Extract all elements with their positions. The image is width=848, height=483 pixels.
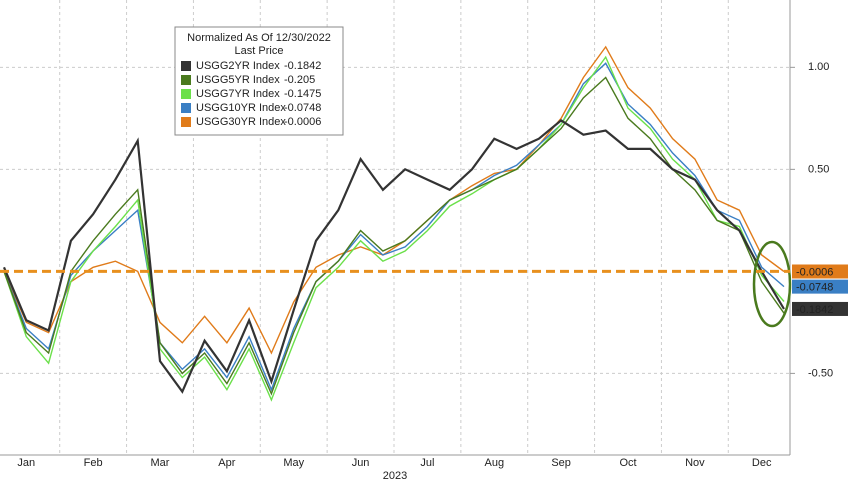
- legend-title: Normalized As Of 12/30/2022: [187, 32, 331, 44]
- x-tick-label: Apr: [218, 457, 235, 469]
- series-line: [2, 119, 785, 394]
- legend-swatch: [181, 117, 191, 127]
- end-label: -0.1842: [796, 304, 833, 316]
- legend-swatch: [181, 61, 191, 71]
- legend-name: USGG10YR Index: [196, 102, 286, 114]
- end-label-box: [792, 264, 848, 279]
- x-tick-label: Jun: [352, 457, 370, 469]
- x-tick-label: Jul: [420, 457, 434, 469]
- legend-value: -0.1475: [284, 88, 321, 100]
- legend-name: USGG2YR Index: [196, 60, 280, 72]
- x-tick-label: Mar: [151, 457, 170, 469]
- legend-value: -0.0006: [284, 116, 321, 128]
- highlight-circle: [752, 240, 792, 328]
- legend-swatch: [181, 75, 191, 85]
- end-label-box: [792, 279, 848, 294]
- x-tick-label: Feb: [84, 457, 103, 469]
- legend-swatch: [181, 103, 191, 113]
- series-line: [3, 76, 785, 396]
- x-tick-label: Sep: [551, 457, 571, 469]
- legend-box: [174, 26, 344, 136]
- end-label-box: [792, 301, 848, 316]
- end-label: -0.0748: [796, 282, 833, 294]
- lines: [2, 45, 785, 402]
- x-axis-label: 2023: [383, 470, 407, 482]
- grid: [0, 0, 790, 455]
- legend-swatch: [181, 89, 191, 99]
- series-line: [3, 55, 785, 402]
- series-line: [3, 45, 785, 355]
- legend-value: -0.1842: [284, 60, 321, 72]
- legend-value: -0.0748: [284, 102, 321, 114]
- x-tick-label: Nov: [685, 457, 705, 469]
- x-tick-label: Dec: [752, 457, 772, 469]
- legend-value: -0.205: [284, 74, 315, 86]
- y-tick-label: -0.50: [808, 367, 833, 379]
- x-tick-label: May: [283, 457, 304, 469]
- x-tick-label: Aug: [484, 457, 504, 469]
- x-tick-label: Jan: [17, 457, 35, 469]
- legend-name: USGG7YR Index: [196, 88, 280, 100]
- end-label: -0.0006: [796, 266, 833, 278]
- y-tick-label: 1.00: [808, 61, 829, 73]
- series-line: [3, 62, 785, 392]
- y-tick-label: 0.50: [808, 163, 829, 175]
- legend-name: USGG30YR Index: [196, 116, 286, 128]
- x-tick-label: Oct: [619, 457, 636, 469]
- legend-subtitle: Last Price: [235, 45, 284, 57]
- legend-name: USGG5YR Index: [196, 74, 280, 86]
- legend: Normalized As Of 12/30/2022 Last Price U…: [174, 26, 344, 136]
